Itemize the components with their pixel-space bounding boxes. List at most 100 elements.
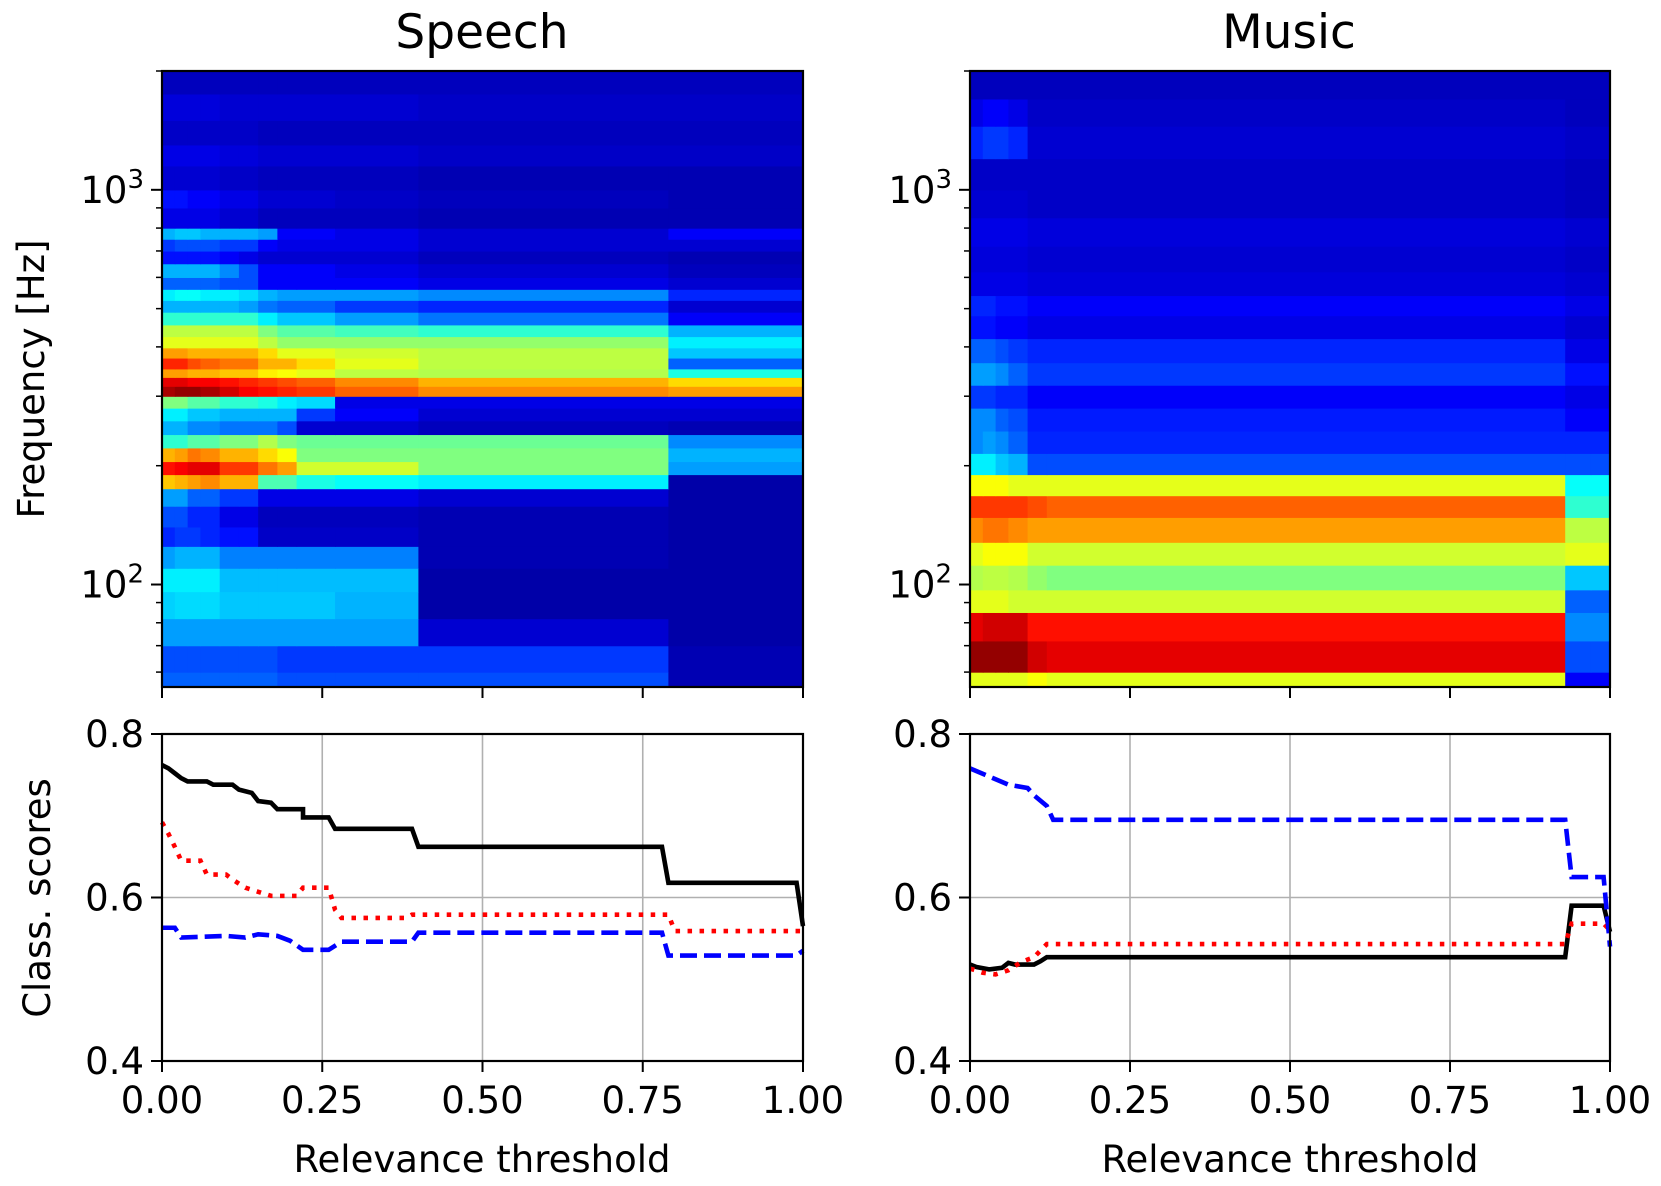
heatmap-cell: [277, 347, 298, 359]
music-panel-title: Music: [1222, 5, 1356, 60]
heatmap-cell: [200, 312, 221, 326]
heatmap-cell: [418, 488, 669, 507]
heatmap-cell: [174, 277, 189, 290]
heatmap-cell: [277, 368, 298, 378]
heatmap-cell: [668, 263, 804, 278]
heatmap-cell: [187, 506, 202, 528]
heatmap-cell: [995, 246, 1009, 273]
heatmap-cell: [200, 461, 221, 476]
heatmap-cell: [296, 672, 336, 688]
heatmap-cell: [982, 315, 997, 340]
heatmap-cell: [187, 377, 202, 387]
heatmap-cell: [418, 618, 669, 647]
heatmap-cell: [162, 568, 176, 593]
heatmap-cell: [418, 239, 669, 252]
heatmap-cell: [418, 207, 669, 229]
heatmap-cell: [1046, 126, 1566, 160]
heatmap-cell: [296, 207, 336, 229]
heatmap-cell: [1008, 338, 1029, 364]
heatmap-cell: [1565, 542, 1592, 566]
heatmap-cell: [200, 386, 221, 397]
heatmap-cell: [668, 357, 804, 370]
heatmap-cell: [1590, 338, 1611, 364]
heatmap-cell: [258, 461, 278, 476]
heatmap-cell: [1590, 453, 1611, 476]
heatmap-cell: [162, 347, 176, 359]
heatmap-cell: [1590, 158, 1611, 191]
heatmap-cell: [1008, 126, 1029, 160]
heatmap-cell: [296, 461, 336, 476]
heatmap-cell: [277, 386, 298, 397]
heatmap-cell: [277, 228, 298, 240]
heatmap-cell: [1046, 217, 1566, 247]
heatmap-cell: [1027, 453, 1048, 476]
heatmap-cell: [1046, 430, 1566, 454]
heatmap-cell: [1008, 315, 1029, 340]
heatmap-cell: [162, 120, 176, 146]
heatmap-cell: [258, 239, 278, 252]
heatmap-cell: [995, 385, 1009, 409]
heatmap-cell: [1590, 612, 1611, 642]
heatmap-cell: [187, 591, 202, 620]
heatmap-cell: [335, 250, 419, 265]
heatmap-cell: [995, 430, 1009, 454]
heatmap-cell: [1027, 295, 1048, 317]
heatmap-cell: [219, 672, 240, 688]
y-tick-label: 0.6: [893, 877, 952, 920]
heatmap-cell: [1008, 430, 1029, 454]
heatmap-cell: [668, 546, 804, 569]
heatmap-cell: [174, 207, 189, 229]
heatmap-cell: [1565, 453, 1592, 476]
heatmap-cell: [418, 386, 669, 397]
heatmap-cell: [970, 126, 984, 160]
heatmap-cell: [296, 336, 336, 349]
heatmap-cell: [258, 144, 278, 167]
heatmap-cell: [219, 488, 240, 507]
heatmap-cell: [668, 568, 804, 593]
score-line-dashed: [162, 925, 805, 958]
heatmap-cell: [162, 324, 176, 338]
heatmap-cell: [418, 165, 669, 191]
heatmap-cell: [162, 207, 176, 229]
heatmap-cell: [1008, 362, 1029, 386]
heatmap-cell: [200, 239, 221, 252]
heatmap-cell: [1046, 271, 1566, 297]
heatmap-cell: [219, 250, 240, 265]
heatmap-cell: [219, 461, 240, 476]
heatmap-cell: [335, 396, 419, 409]
heatmap-cell: [258, 568, 278, 593]
heatmap-cell: [200, 300, 221, 313]
heatmap-cell: [219, 263, 240, 278]
heatmap-cell: [174, 396, 189, 409]
heatmap-cell: [982, 385, 997, 409]
heatmap-cell: [970, 246, 984, 273]
heatmap-cell: [219, 336, 240, 349]
heatmap-cell: [219, 144, 240, 167]
heatmap-cell: [995, 295, 1009, 317]
heatmap-cell: [668, 645, 804, 673]
heatmap-cell: [200, 357, 221, 370]
heatmap-cell: [174, 300, 189, 313]
heatmap-cell: [995, 98, 1009, 127]
heatmap-cell: [982, 71, 997, 100]
heatmap-cell: [187, 672, 202, 688]
heatmap-cell: [162, 645, 176, 673]
heatmap-cell: [1590, 315, 1611, 340]
heatmap-cell: [1565, 189, 1592, 219]
heatmap-cell: [162, 263, 176, 278]
heatmap-cell: [970, 189, 984, 219]
heatmap-cell: [1046, 495, 1566, 518]
heatmap-cell: [296, 357, 336, 370]
heatmap-cell: [200, 408, 221, 422]
heatmap-cell: [418, 526, 669, 547]
heatmap-cell: [187, 250, 202, 265]
x-tick-label: 0.75: [602, 1079, 684, 1122]
heatmap-cell: [1027, 474, 1048, 497]
heatmap-cell: [187, 165, 202, 191]
heatmap-cell: [668, 434, 804, 449]
heatmap-cell: [162, 488, 176, 507]
heatmap-cell: [174, 568, 189, 593]
heatmap-cell: [418, 645, 669, 673]
heatmap-cell: [174, 488, 189, 507]
heatmap-cell: [258, 277, 278, 290]
